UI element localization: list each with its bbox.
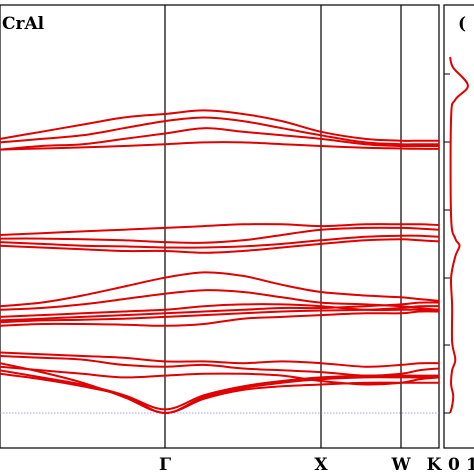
phonon-branch-3 xyxy=(0,127,439,151)
compound-title: CrAl xyxy=(2,14,45,34)
dos-y-ticks xyxy=(444,73,450,414)
phonon-branch-7 xyxy=(0,234,440,249)
dos-x-tick-label-0: 0 xyxy=(448,455,460,474)
band-x-tick-labels: Γ X W K xyxy=(159,455,443,474)
tick-label-w: W xyxy=(390,455,411,474)
tick-label-gamma: Γ xyxy=(159,455,171,474)
phonon-branch-11 xyxy=(0,303,440,318)
phonon-branch-16 xyxy=(0,355,440,377)
band-structure-panel: CrAl Γ X W K xyxy=(0,4,443,474)
phonon-dos-panel: ( 0 1 xyxy=(443,4,474,474)
phonon-branch-14 xyxy=(0,310,440,327)
band-plot-frame xyxy=(0,4,440,449)
phonon-branch-4 xyxy=(0,141,440,151)
phonon-branch-5 xyxy=(0,223,440,236)
tick-label-k: K xyxy=(427,455,443,474)
dos-x-tick-label-1: 1 xyxy=(466,455,474,474)
dos-panel-label: ( xyxy=(458,14,466,34)
tick-label-x: X xyxy=(314,455,328,474)
phonon-branch-2 xyxy=(0,116,439,146)
phonon-branch-15 xyxy=(0,351,440,368)
phonon-branch-6 xyxy=(0,226,440,244)
phonon-branch-12 xyxy=(0,301,440,322)
phonon-branch-13 xyxy=(0,305,440,324)
phonon-branch-1 xyxy=(0,109,439,142)
phonon-branch-18 xyxy=(0,372,439,411)
phonon-branch-19 xyxy=(0,369,439,415)
phonon-branch-10 xyxy=(0,289,440,311)
phonon-branches xyxy=(0,109,440,415)
dos-plot-frame xyxy=(443,4,474,449)
phonon-branch-8 xyxy=(0,238,440,254)
dos-curve xyxy=(449,56,469,414)
phonon-branch-9 xyxy=(0,271,440,308)
phonon-branch-20 xyxy=(0,362,439,415)
